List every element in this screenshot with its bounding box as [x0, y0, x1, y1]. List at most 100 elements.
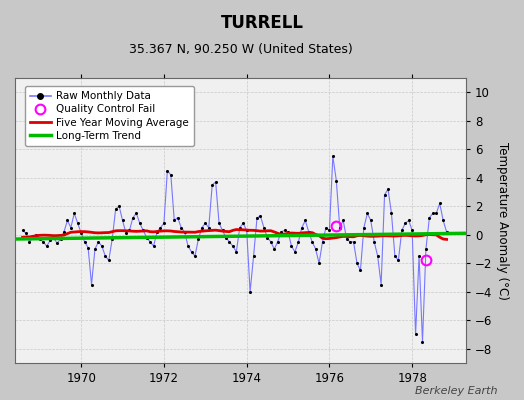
Point: [298, 224, 306, 231]
Point: [339, 217, 347, 224]
Point: [46, 237, 54, 244]
Point: [94, 239, 103, 245]
Point: [29, 234, 37, 241]
Point: [97, 243, 106, 249]
Point: [294, 239, 302, 245]
Point: [439, 217, 447, 224]
Point: [398, 227, 406, 234]
Point: [311, 246, 320, 252]
Y-axis label: Temperature Anomaly (°C): Temperature Anomaly (°C): [496, 142, 509, 300]
Point: [49, 234, 58, 241]
Point: [408, 227, 417, 234]
Point: [325, 227, 334, 234]
Point: [391, 253, 399, 259]
Point: [343, 236, 351, 242]
Point: [422, 246, 430, 252]
Point: [274, 239, 282, 245]
Point: [384, 186, 392, 192]
Point: [73, 220, 82, 226]
Text: TURRELL: TURRELL: [221, 14, 303, 32]
Point: [243, 227, 251, 234]
Point: [143, 234, 151, 241]
Point: [277, 229, 286, 235]
Point: [304, 229, 313, 235]
Point: [411, 331, 420, 338]
Point: [346, 239, 354, 245]
Point: [225, 239, 234, 245]
Point: [435, 200, 444, 206]
Point: [132, 210, 140, 216]
Point: [332, 177, 341, 184]
Point: [374, 253, 382, 259]
Legend: Raw Monthly Data, Quality Control Fail, Five Year Moving Average, Long-Term Tren: Raw Monthly Data, Quality Control Fail, …: [25, 86, 194, 146]
Point: [280, 227, 289, 234]
Point: [350, 239, 358, 245]
Point: [308, 239, 316, 245]
Point: [53, 240, 61, 246]
Point: [63, 217, 72, 224]
Point: [149, 243, 158, 249]
Point: [415, 253, 423, 259]
Point: [39, 239, 48, 245]
Point: [184, 243, 192, 249]
Point: [370, 239, 378, 245]
Point: [318, 239, 326, 245]
Point: [170, 217, 179, 224]
Point: [394, 257, 402, 264]
Point: [367, 217, 375, 224]
Point: [253, 214, 261, 221]
Point: [387, 210, 396, 216]
Point: [270, 246, 278, 252]
Point: [267, 239, 275, 245]
Point: [194, 236, 203, 242]
Point: [101, 253, 110, 259]
Point: [405, 217, 413, 224]
Point: [70, 210, 79, 216]
Point: [67, 224, 75, 231]
Point: [91, 246, 99, 252]
Point: [88, 282, 96, 288]
Point: [56, 236, 64, 242]
Point: [112, 206, 120, 212]
Point: [84, 244, 92, 251]
Point: [204, 224, 213, 231]
Point: [322, 224, 330, 231]
Point: [425, 214, 433, 221]
Point: [201, 220, 210, 226]
Point: [287, 243, 296, 249]
Point: [263, 234, 271, 241]
Point: [239, 220, 247, 226]
Text: Berkeley Earth: Berkeley Earth: [416, 386, 498, 396]
Point: [329, 153, 337, 160]
Point: [125, 227, 134, 234]
Point: [353, 260, 361, 266]
Point: [188, 249, 196, 255]
Point: [418, 338, 427, 345]
Title: 35.367 N, 90.250 W (United States): 35.367 N, 90.250 W (United States): [128, 43, 352, 56]
Point: [249, 253, 258, 259]
Point: [284, 229, 292, 235]
Point: [18, 227, 27, 234]
Point: [236, 224, 244, 231]
Point: [219, 227, 227, 234]
Point: [377, 282, 385, 288]
Point: [32, 232, 40, 238]
Point: [136, 220, 144, 226]
Point: [208, 182, 216, 188]
Point: [122, 230, 130, 236]
Point: [442, 229, 451, 235]
Point: [260, 224, 268, 231]
Point: [60, 229, 68, 235]
Point: [129, 214, 137, 221]
Point: [215, 220, 223, 226]
Point: [173, 214, 182, 221]
Point: [228, 243, 237, 249]
Point: [118, 217, 127, 224]
Point: [77, 230, 85, 236]
Point: [222, 234, 230, 241]
Point: [315, 260, 323, 266]
Point: [160, 220, 168, 226]
Point: [139, 227, 147, 234]
Point: [246, 288, 254, 295]
Point: [177, 224, 185, 231]
